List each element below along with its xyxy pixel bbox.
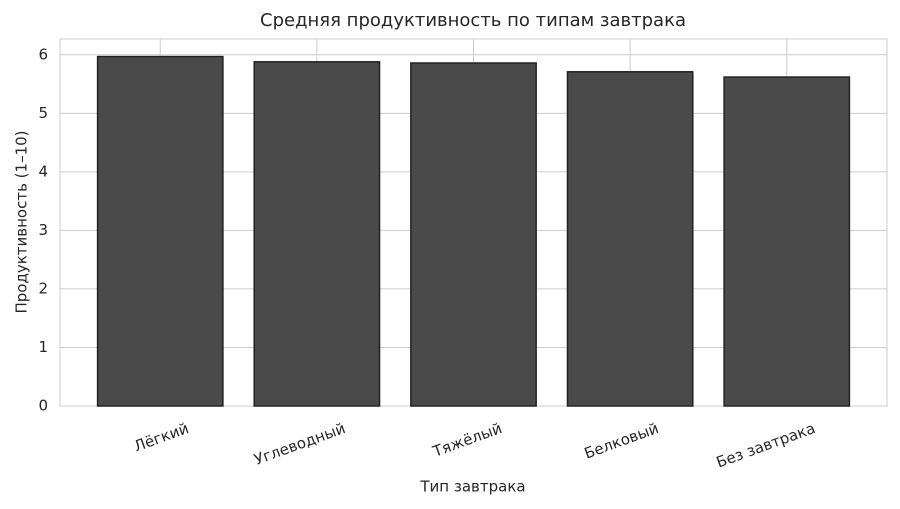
y-tick-label: 6 <box>38 45 48 63</box>
x-tick-label: Лёгкий <box>131 419 191 455</box>
y-tick-label: 3 <box>38 221 48 239</box>
x-axis-label: Тип завтрака <box>419 478 525 496</box>
y-tick-label: 2 <box>38 279 48 297</box>
bar <box>723 76 851 407</box>
y-tick-label: 4 <box>38 162 48 180</box>
bar <box>96 55 224 407</box>
y-tick-label: 0 <box>38 397 48 415</box>
bar <box>253 61 381 407</box>
bar <box>566 71 694 407</box>
x-tick-label: Без завтрака <box>714 419 818 471</box>
bar <box>410 62 537 407</box>
y-tick-label: 1 <box>38 338 48 356</box>
x-tick-label: Белковый <box>582 419 661 463</box>
chart-title: Средняя продуктивность по типам завтрака <box>260 10 686 31</box>
x-tick-label: Углеводный <box>252 419 348 469</box>
y-axis-label: Продуктивность (1–10) <box>13 130 31 313</box>
x-tick-label: Тяжёлый <box>430 419 505 461</box>
y-tick-label: 5 <box>38 104 48 122</box>
